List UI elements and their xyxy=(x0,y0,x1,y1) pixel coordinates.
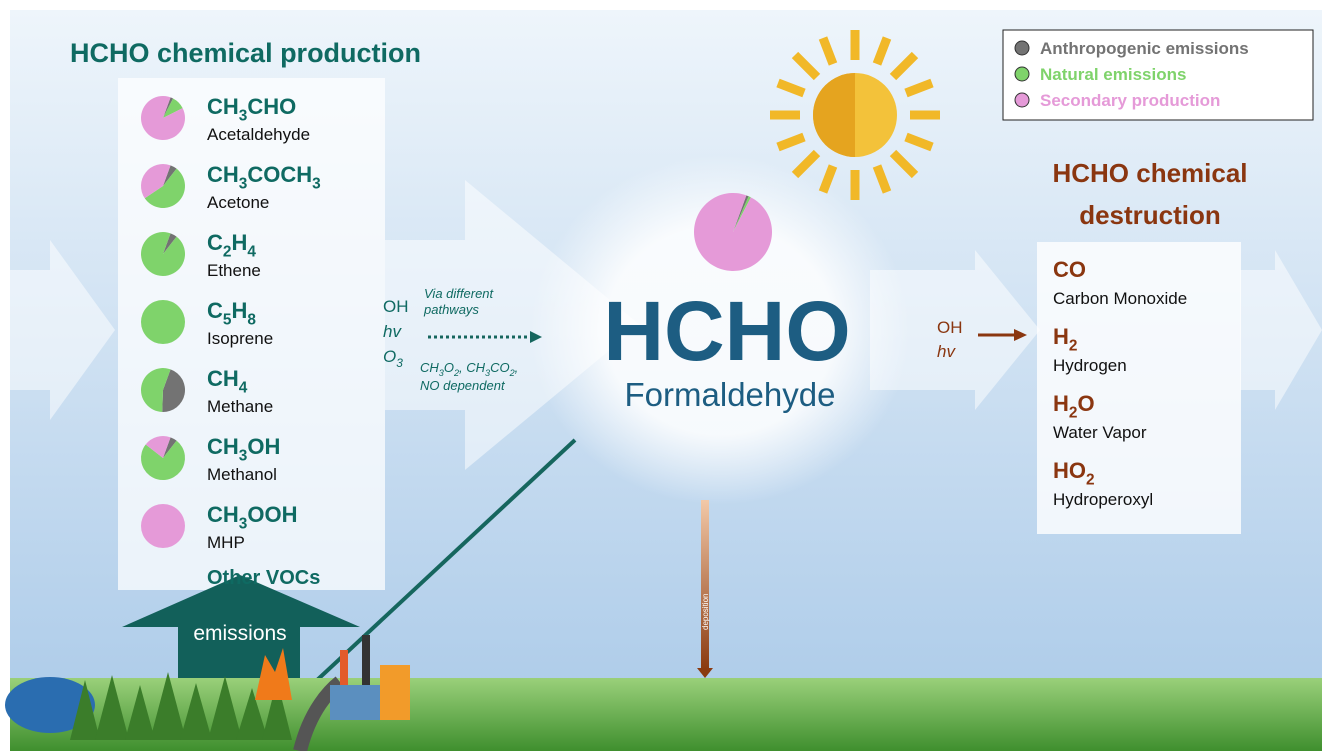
diagram: Anthropogenic emissions Natural emissions… xyxy=(0,0,1322,751)
subscript: 8 xyxy=(247,312,256,329)
pie-slice xyxy=(141,504,185,548)
formula-part: H xyxy=(1053,391,1069,416)
species-name: Acetaldehyde xyxy=(207,125,310,144)
product-name: Carbon Monoxide xyxy=(1053,289,1187,308)
legend-label: Anthropogenic emissions xyxy=(1040,39,1249,58)
formula-part: COCH xyxy=(247,162,312,187)
formula-part: O xyxy=(444,360,454,375)
formula-part: CH xyxy=(207,502,239,527)
species-name: MHP xyxy=(207,533,245,552)
formula-part: OOH xyxy=(247,502,297,527)
formula-part: HO xyxy=(1053,458,1086,483)
subscript: 4 xyxy=(247,244,256,261)
formula-part: CH xyxy=(420,360,439,375)
subscript: 2 xyxy=(1086,472,1095,489)
formula-part: OH xyxy=(247,434,280,459)
legend-label: Secondary production xyxy=(1040,91,1220,110)
oxidant: OH xyxy=(937,318,963,337)
center-name: Formaldehyde xyxy=(625,376,836,413)
formula-part: OH xyxy=(383,297,409,316)
subscript: 2 xyxy=(1069,338,1078,355)
formula-part: CO xyxy=(490,360,510,375)
formula-part: C xyxy=(207,298,223,323)
formula-part: CH xyxy=(207,434,239,459)
destruction-title: HCHO chemical destruction xyxy=(1040,152,1260,236)
deposition-arrow xyxy=(701,500,709,670)
pathway-note: Via different xyxy=(424,286,495,301)
center-formula: HCHO xyxy=(603,284,850,378)
subscript: 3 xyxy=(396,356,403,370)
formula-part: hv xyxy=(383,322,402,341)
formula-part: CH xyxy=(207,162,239,187)
subscript: 3 xyxy=(239,516,248,533)
formula-part: CO xyxy=(1053,257,1086,282)
subscript: 3 xyxy=(312,176,321,193)
production-title: HCHO chemical production xyxy=(70,38,421,68)
canvas: Anthropogenic emissions Natural emissions… xyxy=(0,0,1322,751)
formula-part: , xyxy=(515,360,519,375)
formula-part: CHO xyxy=(247,94,296,119)
formula-part: CH xyxy=(207,94,239,119)
oxidant: OH xyxy=(383,297,409,316)
pathway-conditions-end: NO dependent xyxy=(420,378,506,393)
oxidant: hv xyxy=(937,342,956,361)
subscript: 2 xyxy=(223,244,232,261)
pie-slice xyxy=(141,232,185,276)
formula-part: H xyxy=(1053,324,1069,349)
subscript: 3 xyxy=(239,448,248,465)
formula-part: , CH xyxy=(459,360,486,375)
pie-slice xyxy=(694,193,772,271)
product-formula: CO xyxy=(1053,257,1086,282)
legend-marker xyxy=(1015,67,1029,81)
oxidant: hv xyxy=(383,322,402,341)
subscript: 3 xyxy=(239,176,248,193)
species-name: Ethene xyxy=(207,261,261,280)
product-name: Hydroperoxyl xyxy=(1053,490,1153,509)
legend-label: Natural emissions xyxy=(1040,65,1186,84)
formula-part: H xyxy=(231,230,247,255)
emissions-label: emissions xyxy=(193,622,286,645)
ground xyxy=(10,678,1322,751)
formula-part: C xyxy=(207,230,223,255)
species-name: Methanol xyxy=(207,465,277,484)
product-name: Water Vapor xyxy=(1053,423,1147,442)
species-name: Methane xyxy=(207,397,273,416)
pathway-note: pathways xyxy=(423,302,479,317)
subscript: 3 xyxy=(239,108,248,125)
legend-marker xyxy=(1015,93,1029,107)
other-vocs: Other VOCs xyxy=(207,567,320,589)
product-name: Hydrogen xyxy=(1053,356,1127,375)
deposition-label: deposition xyxy=(701,594,710,630)
species-name: Isoprene xyxy=(207,329,273,348)
subscript: 2 xyxy=(1069,405,1078,422)
formula-part: O xyxy=(1077,391,1094,416)
legend-marker xyxy=(1015,41,1029,55)
subscript: 4 xyxy=(239,380,248,397)
species-name: Acetone xyxy=(207,193,269,212)
formula-part: O xyxy=(383,347,396,366)
formula-part: H xyxy=(231,298,247,323)
formula-part: CH xyxy=(207,366,239,391)
